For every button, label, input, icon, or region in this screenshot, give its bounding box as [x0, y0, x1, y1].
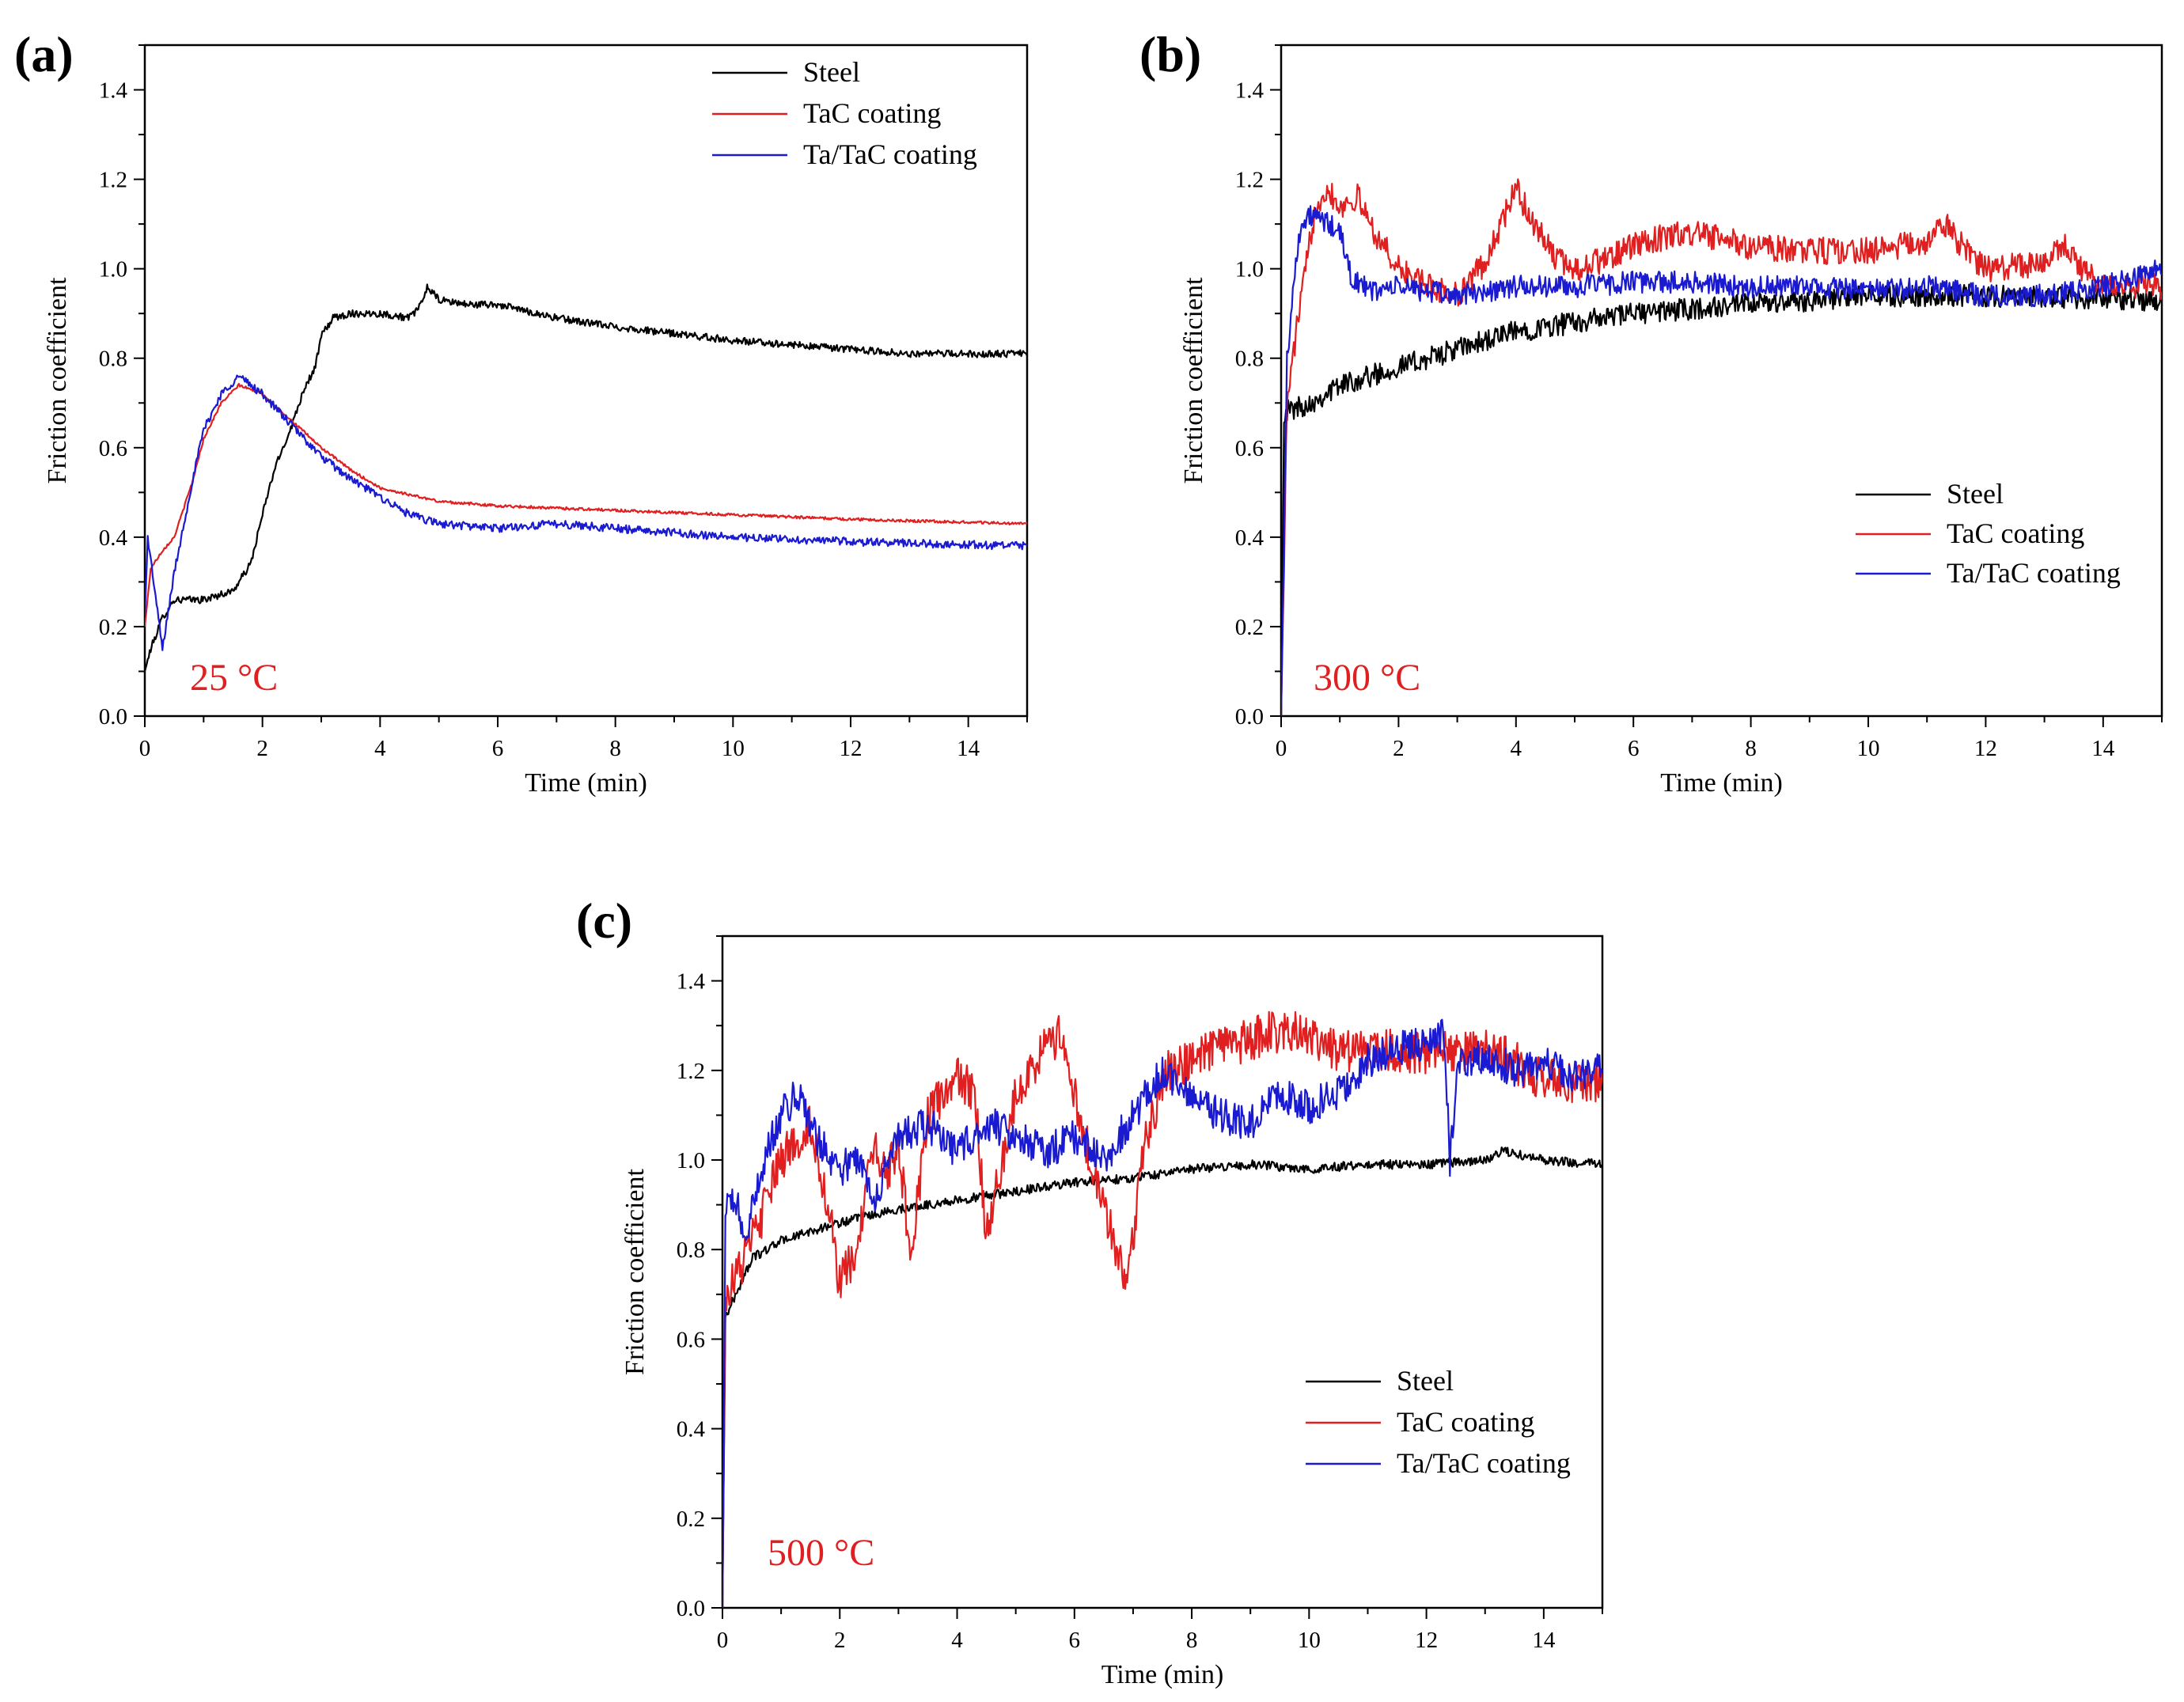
x-tick-label: 2: [1393, 736, 1405, 761]
panel-a: (a) 0 2 4 6 8 10 12 14 0.0 0.2 0.4 0.6 0.8 1.0 1.2 1.4 Ti…: [14, 26, 1029, 798]
legend-label: Ta/TaC coating: [1947, 557, 2121, 589]
series-line-ta-tac-coating: [1281, 205, 2162, 716]
y-tick-label: 1.2: [677, 1059, 705, 1084]
panel-label: (a): [14, 26, 74, 82]
x-tick-label: 12: [1974, 736, 1997, 761]
y-tick-label: 0.0: [1235, 704, 1264, 730]
x-tick-label: 10: [722, 736, 745, 761]
x-tick-label: 0: [717, 1628, 729, 1653]
x-axis-title: Time (min): [1660, 768, 1783, 798]
legend-label: TaC coating: [1947, 517, 2084, 549]
x-tick-label: 6: [1069, 1628, 1081, 1653]
temperature-annotation: 300 °C: [1314, 657, 1420, 699]
series-line-tac-coating: [145, 383, 1027, 627]
temperature-annotation: 500 °C: [768, 1532, 874, 1574]
y-tick-label: 0.6: [677, 1327, 705, 1352]
x-tick-label: 14: [2091, 736, 2115, 761]
series-group: [145, 283, 1027, 672]
y-tick-label: 0.8: [99, 347, 127, 372]
legend-label: Ta/TaC coating: [1397, 1447, 1571, 1479]
legend: Steel TaC coating Ta/TaC coating: [1306, 1365, 1571, 1479]
x-tick-label: 4: [1511, 736, 1522, 761]
series-line-steel: [1281, 283, 2162, 716]
legend: Steel TaC coating Ta/TaC coating: [712, 56, 977, 170]
legend-label: Steel: [1397, 1365, 1454, 1397]
series-line-ta-tac-coating: [145, 374, 1027, 651]
x-tick-label: 14: [957, 736, 980, 761]
y-tick-label: 0.2: [99, 615, 127, 640]
x-tick-label: 10: [1298, 1628, 1321, 1653]
x-axis-title: Time (min): [525, 768, 647, 798]
y-tick-label: 0.8: [1235, 347, 1264, 372]
legend: Steel TaC coating Ta/TaC coating: [1856, 478, 2121, 589]
y-tick-label: 0.0: [99, 704, 127, 730]
y-tick-label: 0.6: [99, 436, 127, 461]
y-tick-label: 0.0: [677, 1596, 705, 1621]
series-line-ta-tac-coating: [722, 1018, 1602, 1608]
x-tick-label: 4: [951, 1628, 963, 1653]
series-line-tac-coating: [722, 1010, 1602, 1608]
panel-label: (c): [576, 893, 632, 949]
temperature-annotation: 25 °C: [190, 657, 278, 699]
x-tick-label: 0: [1276, 736, 1287, 761]
series-line-steel: [145, 283, 1027, 672]
y-tick-label: 0.4: [1235, 525, 1265, 551]
y-tick-label: 1.0: [677, 1148, 705, 1173]
x-tick-label: 6: [492, 736, 504, 761]
y-tick-label: 0.2: [677, 1507, 705, 1532]
y-tick-label: 1.4: [677, 969, 706, 995]
series-line-tac-coating: [1281, 178, 2162, 716]
legend-label: Ta/TaC coating: [803, 138, 977, 170]
y-tick-label: 1.0: [1235, 257, 1264, 282]
series-line-steel: [722, 1147, 1602, 1608]
y-tick-label: 1.4: [1235, 78, 1265, 104]
y-axis-title: Friction coefficient: [43, 277, 72, 483]
x-tick-label: 8: [1745, 736, 1757, 761]
legend-label: Steel: [803, 56, 860, 88]
x-tick-label: 12: [840, 736, 863, 761]
plot-frame: [143, 44, 1029, 718]
y-tick-label: 1.2: [1235, 168, 1264, 193]
panel-label: (b): [1139, 26, 1201, 82]
x-tick-label: 4: [374, 736, 386, 761]
x-tick-label: 12: [1415, 1628, 1438, 1653]
y-axis-title: Friction coefficient: [1179, 277, 1208, 483]
x-tick-label: 2: [256, 736, 268, 761]
y-tick-label: 0.4: [677, 1417, 706, 1442]
x-tick-label: 2: [834, 1628, 846, 1653]
y-tick-label: 1.2: [99, 168, 127, 193]
legend-label: TaC coating: [1397, 1406, 1534, 1438]
y-tick-label: 0.4: [99, 525, 128, 551]
y-tick-label: 1.4: [99, 78, 128, 104]
panel-b: (b) 0 2 4 6 8 10 12 14 0.0 0.2 0.4 0.6 0.8 1.0 1.2 1.4 Ti…: [1139, 26, 2163, 798]
x-axis-title: Time (min): [1101, 1660, 1224, 1689]
x-tick-label: 0: [139, 736, 151, 761]
y-tick-label: 1.0: [99, 257, 127, 282]
panel-c: (c) 0 2 4 6 8 10 12 14 0.0 0.2 0.4 0.6 0.8 1.0 1.2 1.4 Ti…: [576, 893, 1604, 1689]
x-tick-label: 8: [1186, 1628, 1198, 1653]
y-tick-label: 0.8: [677, 1238, 705, 1263]
x-tick-label: 6: [1628, 736, 1640, 761]
plot-frame: [1280, 44, 2163, 718]
plot-frame: [721, 934, 1604, 1609]
y-tick-label: 0.2: [1235, 615, 1264, 640]
x-tick-label: 14: [1532, 1628, 1556, 1653]
legend-label: Steel: [1947, 478, 2004, 510]
legend-label: TaC coating: [803, 97, 941, 129]
series-group: [722, 1010, 1602, 1608]
x-tick-label: 10: [1857, 736, 1880, 761]
series-group: [1281, 178, 2162, 716]
y-axis-title: Friction coefficient: [620, 1169, 650, 1375]
x-tick-label: 8: [609, 736, 621, 761]
y-tick-label: 0.6: [1235, 436, 1264, 461]
